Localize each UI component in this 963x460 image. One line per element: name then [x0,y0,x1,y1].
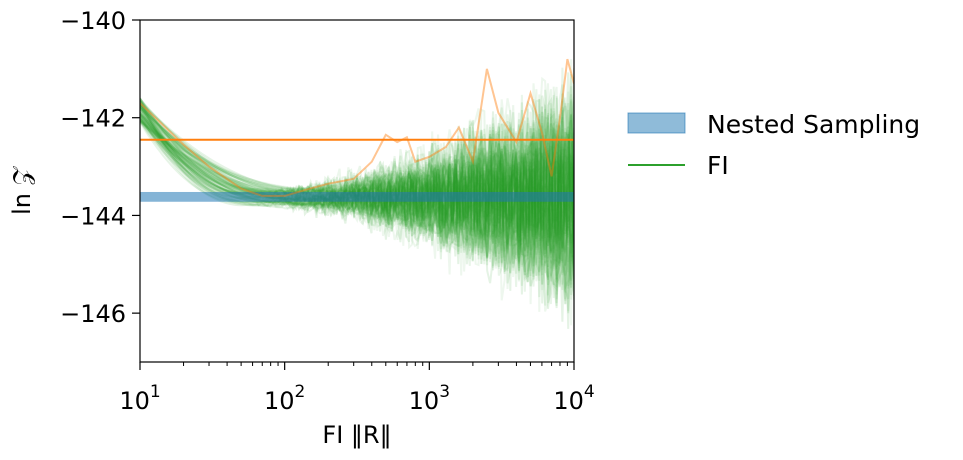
fi-curve [140,89,574,289]
y-axis-ticks: −140 −142 −144 −146 [60,7,140,328]
nested-sampling-band [140,191,574,202]
x-axis-label: FI ‖R‖ [322,421,391,449]
plot-frame [139,19,575,363]
x-tick-label: 103 [409,382,450,415]
x-axis-ticks: 101 102 103 104 [119,362,595,415]
fi-curve [140,116,574,252]
fi-curve [140,99,574,266]
fi-curve [140,95,574,291]
x-tick-label: 101 [119,382,160,415]
fi-curve [140,111,574,252]
fi-curve [140,104,574,276]
fi-curve [140,89,574,278]
fi-curve [140,117,574,244]
legend-label-nested-sampling: Nested Sampling [707,110,920,139]
fi-curve [140,111,574,305]
y-tick-label: −140 [60,7,126,35]
fi-curve [140,113,574,206]
fi-curve [140,100,574,251]
fi-curve [140,111,574,292]
fi-curve [140,102,574,300]
fi-curve [140,86,574,233]
fi-curve [140,100,574,208]
y-axis-label: ln 𝒵 [8,165,36,215]
fi-curve [140,102,574,246]
legend-label-fi: FI [707,151,729,180]
fi-curve [140,106,574,271]
legend-swatch-nested-sampling [627,112,686,134]
fi-curve [140,120,574,296]
fi-curve [140,104,574,287]
fi-curve [140,111,574,241]
fi-curve [140,86,574,304]
x-tick-label: 102 [264,382,305,415]
fi-curve [140,114,574,282]
fi-curve [140,118,574,309]
fi-curve [140,117,574,269]
fi-curve [140,118,574,283]
fi-curve [140,98,574,219]
fi-curve [140,111,574,292]
fi-curve [140,107,574,261]
fi-curve [140,98,574,236]
fi-curve [140,84,574,312]
plot-background [140,20,574,362]
y-tick-label: −144 [60,202,126,230]
fi-curve [140,91,574,301]
fi-curve [140,113,574,271]
fi-curve [140,97,574,208]
legend: Nested Sampling FI [627,110,920,180]
fi-curve [140,98,574,230]
y-tick-label: −142 [60,105,126,133]
fi-curve [140,80,574,254]
fi-curve [140,97,574,280]
highlight-curve [140,58,574,197]
fi-curve [140,103,574,264]
fi-curve [140,97,574,228]
fi-curve [140,120,574,250]
fi-curve [140,102,574,296]
x-tick-label: 104 [553,382,594,415]
fi-curve [140,108,574,259]
fi-curve [140,100,574,276]
y-tick-label: −146 [60,300,126,328]
fi-curve [140,94,574,289]
